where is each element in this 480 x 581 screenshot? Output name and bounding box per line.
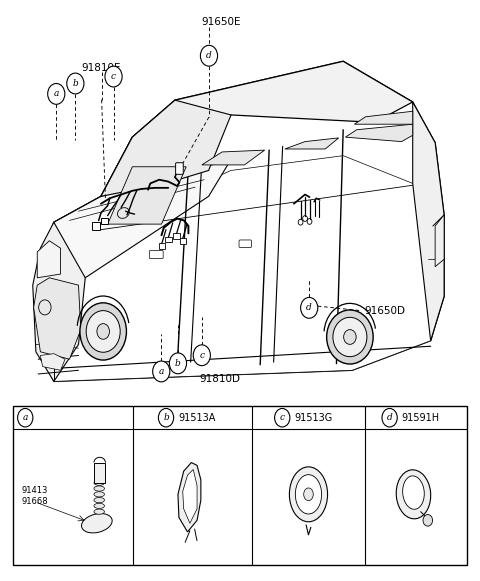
Ellipse shape <box>86 311 120 352</box>
Ellipse shape <box>94 480 105 485</box>
Polygon shape <box>354 111 413 124</box>
Text: 91810D: 91810D <box>199 374 240 384</box>
Polygon shape <box>346 124 413 142</box>
Circle shape <box>275 408 290 427</box>
Ellipse shape <box>396 470 431 519</box>
Text: d: d <box>206 51 212 60</box>
Ellipse shape <box>97 324 109 339</box>
Text: 91668: 91668 <box>22 497 48 506</box>
Ellipse shape <box>94 486 105 491</box>
Polygon shape <box>202 150 264 165</box>
Text: 91413: 91413 <box>22 486 48 495</box>
Text: c: c <box>111 72 116 81</box>
Ellipse shape <box>94 509 105 514</box>
Circle shape <box>153 361 170 382</box>
Polygon shape <box>178 462 201 532</box>
FancyBboxPatch shape <box>176 163 183 174</box>
Polygon shape <box>54 159 231 278</box>
Ellipse shape <box>94 503 105 508</box>
Polygon shape <box>33 196 101 381</box>
Ellipse shape <box>118 207 129 218</box>
Polygon shape <box>36 61 444 381</box>
Text: 91591H: 91591H <box>402 413 440 423</box>
Circle shape <box>48 84 65 105</box>
Bar <box>13 406 467 565</box>
Text: a: a <box>23 413 28 422</box>
Text: b: b <box>163 413 169 422</box>
Polygon shape <box>108 167 186 224</box>
Bar <box>92 222 100 230</box>
Ellipse shape <box>333 317 367 357</box>
Polygon shape <box>40 354 65 370</box>
Ellipse shape <box>80 303 126 360</box>
Circle shape <box>300 297 318 318</box>
Ellipse shape <box>82 514 112 533</box>
Text: 91650D: 91650D <box>364 306 405 315</box>
Polygon shape <box>413 102 444 340</box>
Text: a: a <box>158 367 164 376</box>
Polygon shape <box>183 469 197 523</box>
Ellipse shape <box>326 310 373 364</box>
Text: b: b <box>175 359 181 368</box>
Text: b: b <box>72 79 78 88</box>
Polygon shape <box>94 462 106 483</box>
Ellipse shape <box>344 329 356 345</box>
Circle shape <box>200 45 217 66</box>
FancyBboxPatch shape <box>149 250 163 259</box>
Text: c: c <box>199 351 204 360</box>
Polygon shape <box>435 215 444 267</box>
Polygon shape <box>132 61 413 137</box>
Text: d: d <box>387 413 393 422</box>
Bar <box>101 217 108 224</box>
Text: c: c <box>280 413 285 422</box>
Text: d: d <box>306 303 312 313</box>
Ellipse shape <box>403 476 424 510</box>
Polygon shape <box>37 241 60 278</box>
Circle shape <box>158 408 174 427</box>
Circle shape <box>105 66 122 87</box>
Polygon shape <box>54 156 444 381</box>
Bar <box>166 236 171 242</box>
Polygon shape <box>285 138 339 149</box>
Circle shape <box>18 408 33 427</box>
Polygon shape <box>34 278 81 359</box>
Text: 91650E: 91650E <box>201 17 240 27</box>
Ellipse shape <box>304 488 313 501</box>
Circle shape <box>169 353 187 374</box>
FancyBboxPatch shape <box>239 240 252 248</box>
Text: 91513A: 91513A <box>179 413 216 423</box>
Ellipse shape <box>94 497 105 503</box>
Ellipse shape <box>94 492 105 497</box>
Circle shape <box>423 515 432 526</box>
Bar <box>158 243 165 249</box>
Circle shape <box>193 345 210 365</box>
Ellipse shape <box>289 467 327 522</box>
Text: a: a <box>54 89 59 98</box>
Bar <box>180 238 186 243</box>
Circle shape <box>67 73 84 94</box>
Text: 91810E: 91810E <box>82 63 121 73</box>
Polygon shape <box>101 100 231 196</box>
Ellipse shape <box>295 475 322 514</box>
Circle shape <box>382 408 397 427</box>
Bar <box>173 234 180 239</box>
Text: 91513G: 91513G <box>294 413 332 423</box>
